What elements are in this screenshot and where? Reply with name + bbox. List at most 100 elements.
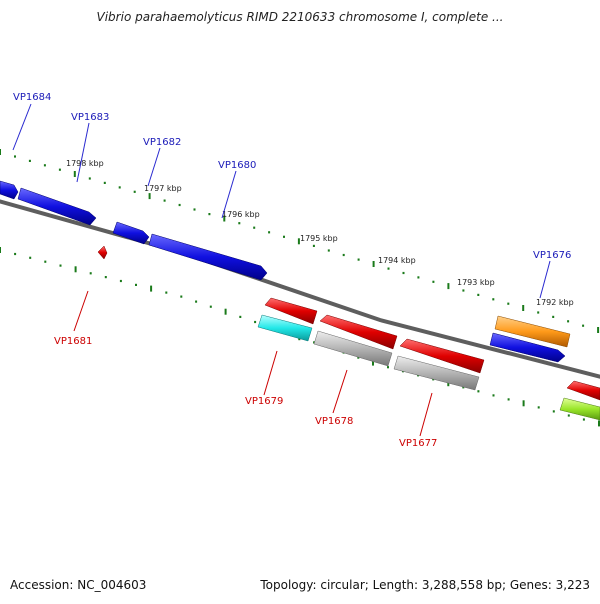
lower-track-major-tick	[74, 266, 77, 273]
lower-track-major-tick	[0, 247, 1, 253]
gene-arrow-vp1683[interactable]	[17, 187, 97, 226]
upper-track-major-tick	[597, 327, 600, 333]
gene-label-vp1678[interactable]: VP1678	[315, 416, 353, 427]
gene-label-vp1677[interactable]: VP1677	[399, 438, 437, 449]
upper-track-minor-tick	[14, 155, 16, 158]
lower-track-minor-tick	[44, 260, 47, 263]
lower-track-minor-tick	[357, 356, 360, 359]
scale-label-1793kbp: 1793 kbp	[457, 278, 495, 287]
upper-track-minor-tick	[462, 289, 465, 292]
upper-track-minor-tick	[238, 222, 241, 225]
gene-arrow-vp1678-red[interactable]	[319, 314, 398, 350]
upper-track-minor-tick	[208, 213, 211, 216]
gene-arrow-vp1682-a[interactable]	[112, 221, 150, 245]
upper-track-major-tick	[297, 238, 300, 245]
lower-track-minor-tick	[313, 341, 316, 344]
gene-label-vp1683[interactable]: VP1683	[71, 112, 109, 123]
scale-label-1798kbp: 1798 kbp	[66, 159, 104, 168]
map-title: Vibrio parahaemolyticus RIMD 2210633 chr…	[96, 10, 504, 24]
upper-track-minor-tick	[43, 164, 46, 167]
genome-summary-text: Topology: circular; Length: 3,288,558 bp…	[260, 578, 590, 592]
scale-label-1796kbp: 1796 kbp	[222, 210, 260, 219]
gene-arrow-edge-lime[interactable]	[559, 397, 600, 421]
upper-track-minor-tick	[193, 208, 196, 211]
lower-track-minor-tick	[195, 300, 198, 303]
upper-track-minor-tick	[178, 203, 181, 207]
upper-track-major-tick	[73, 171, 76, 177]
scale-label-1794kbp: 1794 kbp	[378, 256, 416, 265]
lower-track-major-tick	[150, 285, 153, 292]
scale-label-1797kbp: 1797 kbp	[144, 184, 182, 193]
lower-track-major-tick	[372, 359, 374, 366]
gene-label-vp1679[interactable]: VP1679	[245, 396, 283, 407]
gene-arrow-vp1678-grey[interactable]	[313, 330, 393, 367]
scale-label-1795kbp: 1795 kbp	[300, 234, 338, 243]
accession-text: Accession: NC_004603	[10, 578, 147, 592]
gene-arrow-vp1677-red[interactable]	[399, 338, 485, 374]
gene-arrow-vp1676-orange[interactable]	[494, 315, 571, 348]
upper-track-minor-tick	[118, 186, 121, 189]
gene-label-vp1680[interactable]: VP1680	[218, 160, 256, 171]
gene-arrow-vp1684[interactable]	[0, 180, 19, 200]
gene-arrow-vp1677-grey[interactable]	[393, 355, 480, 391]
upper-track-minor-tick	[507, 302, 510, 305]
upper-track-minor-tick	[58, 168, 61, 171]
lower-track-minor-tick	[89, 272, 92, 275]
gene-label-vp1684[interactable]: VP1684	[13, 92, 51, 103]
upper-track-minor-tick	[28, 159, 31, 162]
upper-track-minor-tick	[477, 293, 480, 296]
scale-label-1792kbp: 1792 kbp	[536, 298, 574, 307]
gene-arrow-vp1679-red[interactable]	[264, 297, 318, 325]
gene-label-vp1676[interactable]: VP1676	[533, 250, 571, 261]
lower-track-minor-tick	[582, 418, 585, 421]
upper-track-minor-tick	[283, 235, 285, 238]
upper-leaders	[12, 103, 551, 299]
minus-strand-genes	[97, 245, 600, 421]
upper-track-minor-tick	[567, 320, 570, 323]
upper-track-major-tick	[148, 193, 151, 200]
gene-arrow-vp1681[interactable]	[97, 245, 108, 260]
lower-track-minor-tick	[29, 256, 32, 259]
chromosome-backbone	[0, 199, 600, 379]
upper-track-minor-tick	[492, 298, 495, 301]
gene-arrow-vp1680[interactable]	[148, 233, 268, 281]
upper-track-minor-tick	[88, 177, 91, 180]
lower-track-minor-tick	[14, 252, 17, 256]
lower-track-minor-tick	[254, 320, 257, 324]
gene-arrow-vp1676[interactable]	[489, 332, 566, 363]
lower-track-minor-tick	[552, 410, 555, 413]
gene-arrow-vp1679-cyan[interactable]	[257, 314, 313, 342]
upper-track-minor-tick	[402, 271, 405, 275]
lower-track-minor-tick	[180, 295, 183, 298]
upper-track-minor-tick	[327, 249, 330, 252]
lower-track-minor-tick	[119, 279, 122, 283]
upper-track-minor-tick	[357, 258, 360, 261]
upper-track-minor-tick	[432, 280, 435, 283]
upper-track-minor-tick	[417, 276, 420, 279]
upper-track-minor-tick	[103, 181, 106, 184]
lower-track-minor-tick	[567, 414, 570, 417]
lower-track-minor-tick	[492, 394, 495, 397]
lower-track-minor-tick	[462, 386, 465, 389]
upper-track-major-tick	[522, 305, 525, 311]
upper-track-minor-tick	[552, 315, 555, 318]
gene-label-vp1681[interactable]: VP1681	[54, 336, 92, 347]
gene-arrow-edge-red[interactable]	[566, 380, 600, 401]
lower-track-minor-tick	[59, 264, 62, 267]
lower-track-minor-tick	[104, 276, 107, 279]
plus-strand-genes	[0, 180, 571, 363]
lower-track-minor-tick	[387, 366, 389, 369]
lower-leaders	[73, 290, 433, 437]
lower-track-minor-tick	[537, 406, 540, 409]
lower-track-minor-tick	[165, 291, 168, 294]
gene-label-vp1682[interactable]: VP1682	[143, 137, 181, 148]
upper-track-minor-tick	[268, 231, 271, 234]
lower-track-minor-tick	[135, 283, 137, 286]
lower-track-major-tick	[598, 420, 600, 427]
lower-track-minor-tick	[209, 305, 212, 308]
upper-track-minor-tick	[253, 226, 256, 229]
lower-track-minor-tick	[507, 398, 510, 401]
upper-track-major-tick	[372, 261, 375, 267]
